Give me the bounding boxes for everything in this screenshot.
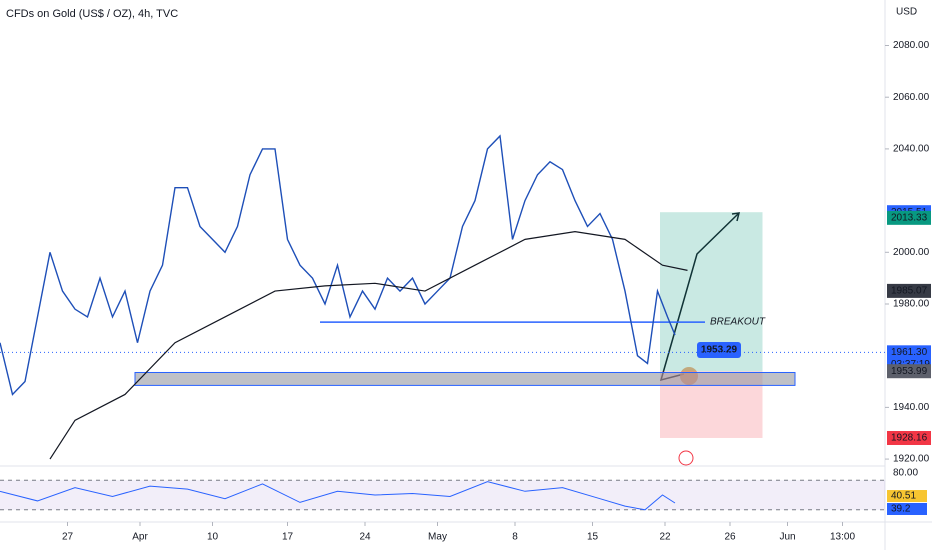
- y-tick-label: 2000.00: [893, 247, 930, 258]
- callout-label: 1953.29: [701, 345, 738, 356]
- price-tag: [887, 430, 931, 445]
- price-tag: [887, 210, 931, 225]
- price-tag: [887, 364, 931, 379]
- x-tick-label: 8: [512, 532, 518, 543]
- rsi-tag: [887, 490, 927, 503]
- price-tag-label: 1961.30: [891, 347, 928, 358]
- rsi-line: [0, 481, 676, 511]
- x-tick-label: 24: [359, 532, 371, 543]
- price-tag: [887, 283, 931, 298]
- y-tick-label: 1920.00: [893, 454, 930, 465]
- x-tick-label: May: [428, 532, 447, 543]
- y-tick-label: 2040.00: [893, 144, 930, 155]
- rsi-tag: [887, 502, 927, 515]
- rsi-tag-label: 39.2: [891, 504, 911, 515]
- currency: USD: [896, 7, 917, 18]
- x-tick-label: 17: [282, 532, 294, 543]
- rsi-tick-label: 80.00: [893, 467, 918, 478]
- breakout-label: BREAKOUT: [710, 317, 766, 328]
- x-tick-label: Jun: [779, 532, 795, 543]
- callout-box: [697, 342, 741, 358]
- y-tick-label: 1940.00: [893, 402, 930, 413]
- price-tag-label: 2013.33: [891, 212, 928, 223]
- price-line: [49, 231, 688, 460]
- x-tick-label: 26: [724, 532, 736, 543]
- price-tag-label: 1985.07: [891, 286, 928, 297]
- chart-title: CFDs on Gold (US$ / OZ), 4h, TVC: [6, 8, 178, 20]
- y-tick-label: 2080.00: [893, 40, 930, 51]
- price-line: [0, 134, 676, 396]
- support-zone: [134, 371, 796, 386]
- projection-arrow: [731, 212, 740, 222]
- x-tick-label: Apr: [132, 532, 148, 543]
- rsi-band: [0, 480, 885, 510]
- x-tick-label: 27: [62, 532, 74, 543]
- y-tick-label: 2060.00: [893, 92, 930, 103]
- x-tick-label: 10: [207, 532, 219, 543]
- x-tick-label: 13:00: [830, 532, 855, 543]
- alert-icon: [678, 450, 694, 466]
- y-tick-label: 1980.00: [893, 299, 930, 310]
- x-tick-label: 22: [659, 532, 671, 543]
- rsi-tag-label: 40.51: [891, 491, 916, 502]
- x-tick-label: 15: [587, 532, 599, 543]
- price-tag-label: 1953.99: [891, 366, 928, 377]
- price-tag-label: 1928.16: [891, 433, 928, 444]
